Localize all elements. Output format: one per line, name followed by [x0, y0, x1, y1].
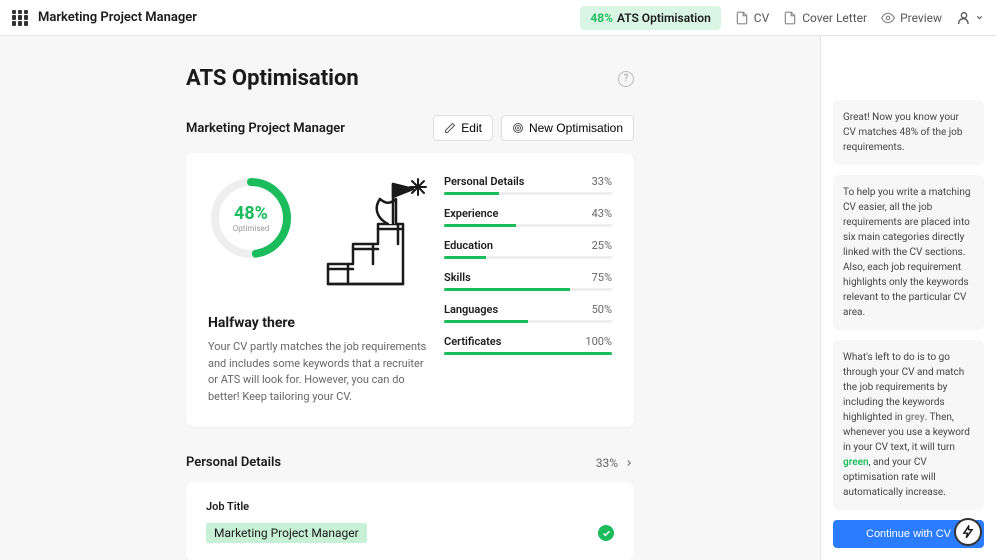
chevron-down-icon	[975, 13, 984, 22]
new-optimisation-label: New Optimisation	[529, 121, 623, 135]
donut-pct: 48%	[234, 203, 268, 224]
category-bar	[444, 256, 612, 259]
job-title-value: Marketing Project Manager	[206, 523, 367, 543]
personal-details-accordion[interactable]: Personal Details 33%	[186, 451, 634, 482]
category-pct: 25%	[592, 239, 612, 252]
section-actions: Edit New Optimisation	[433, 115, 634, 141]
overview-left: 48% Optimised	[208, 175, 428, 405]
cv-link-label: CV	[754, 11, 769, 25]
pencil-icon	[444, 122, 456, 134]
header-left: Marketing Project Manager	[12, 10, 197, 26]
category-bar	[444, 288, 612, 291]
overview-card: 48% Optimised	[186, 153, 634, 427]
user-menu[interactable]	[956, 10, 984, 26]
donut-label: Optimised	[233, 224, 269, 233]
chat-msg3-grey: grey	[905, 412, 924, 423]
main-content: ATS Optimisation ? Marketing Project Man…	[0, 36, 820, 560]
category-name: Certificates	[444, 335, 501, 348]
document-title: Marketing Project Manager	[38, 10, 197, 25]
category-bar	[444, 320, 612, 323]
category-pct: 33%	[592, 175, 612, 188]
app-grid-icon[interactable]	[12, 10, 28, 26]
edit-button-label: Edit	[461, 121, 482, 135]
category-name: Education	[444, 239, 493, 252]
cover-letter-link-label: Cover Letter	[802, 11, 867, 25]
check-ok-icon	[598, 525, 614, 541]
halfway-desc: Your CV partly matches the job requireme…	[208, 339, 428, 405]
climbing-steps-illustration	[318, 169, 438, 289]
page-title-row: ATS Optimisation ?	[186, 66, 634, 91]
score-donut: 48% Optimised	[208, 175, 294, 261]
new-optimisation-button[interactable]: New Optimisation	[501, 115, 634, 141]
preview-link-label: Preview	[900, 11, 942, 25]
document-icon	[735, 11, 749, 25]
category-name: Experience	[444, 207, 498, 220]
chevron-right-icon	[624, 458, 634, 468]
category-row: Languages 50%	[444, 303, 612, 323]
overview-top: 48% Optimised	[208, 175, 294, 305]
help-icon[interactable]: ?	[618, 71, 634, 87]
category-pct: 50%	[592, 303, 612, 316]
chat-message-2: To help you write a matching CV easier, …	[833, 175, 984, 330]
accordion-title: Personal Details	[186, 455, 281, 470]
edit-button[interactable]: Edit	[433, 115, 493, 141]
section-header: Marketing Project Manager Edit New Optim…	[186, 115, 634, 141]
category-name: Personal Details	[444, 175, 524, 188]
ats-badge[interactable]: 48% ATS Optimisation	[580, 6, 720, 30]
eye-icon	[881, 11, 895, 25]
body: ATS Optimisation ? Marketing Project Man…	[0, 36, 996, 560]
user-icon	[956, 10, 972, 26]
category-pct: 43%	[592, 207, 612, 220]
donut-center: 48% Optimised	[208, 175, 294, 261]
job-title-row: Marketing Project Manager	[206, 523, 614, 543]
ats-badge-label: ATS Optimisation	[617, 11, 711, 25]
categories-list: Personal Details 33% Experience 43% Educatio…	[444, 175, 612, 405]
chat-sidebar: Great! Now you know your CV matches 48% …	[820, 36, 996, 560]
preview-link[interactable]: Preview	[881, 11, 942, 25]
app-header: Marketing Project Manager 48% ATS Optimi…	[0, 0, 996, 36]
chat-msg3-green: green	[843, 457, 869, 468]
category-bar	[444, 224, 612, 227]
cover-letter-link[interactable]: Cover Letter	[783, 11, 867, 25]
accordion-pct: 33%	[596, 456, 618, 470]
bolt-icon	[961, 525, 975, 539]
overview: 48% Optimised	[208, 175, 612, 405]
category-pct: 100%	[585, 335, 612, 348]
category-bar	[444, 352, 612, 355]
category-pct: 75%	[592, 271, 612, 284]
category-bar	[444, 192, 612, 195]
assistant-fab[interactable]	[954, 518, 982, 546]
category-row: Skills 75%	[444, 271, 612, 291]
section-job-title: Marketing Project Manager	[186, 121, 345, 136]
target-icon	[512, 122, 524, 134]
main-inner: ATS Optimisation ? Marketing Project Man…	[186, 66, 634, 530]
chat-message-3: What's left to do is to go through your …	[833, 340, 984, 510]
category-row: Certificates 100%	[444, 335, 612, 355]
ats-badge-pct: 48%	[590, 11, 613, 25]
page-title: ATS Optimisation	[186, 66, 359, 91]
category-name: Languages	[444, 303, 498, 316]
halfway-title: Halfway there	[208, 315, 295, 331]
cv-link[interactable]: CV	[735, 11, 769, 25]
chat-message-1: Great! Now you know your CV matches 48% …	[833, 100, 984, 165]
document-icon	[783, 11, 797, 25]
category-row: Experience 43%	[444, 207, 612, 227]
job-title-label: Job Title	[206, 500, 614, 513]
accordion-right: 33%	[596, 456, 634, 470]
job-title-field-card: Job Title Marketing Project Manager	[186, 482, 634, 560]
category-row: Personal Details 33%	[444, 175, 612, 195]
header-right: 48% ATS Optimisation CV Cover Letter Pre…	[580, 6, 984, 30]
category-row: Education 25%	[444, 239, 612, 259]
category-name: Skills	[444, 271, 471, 284]
